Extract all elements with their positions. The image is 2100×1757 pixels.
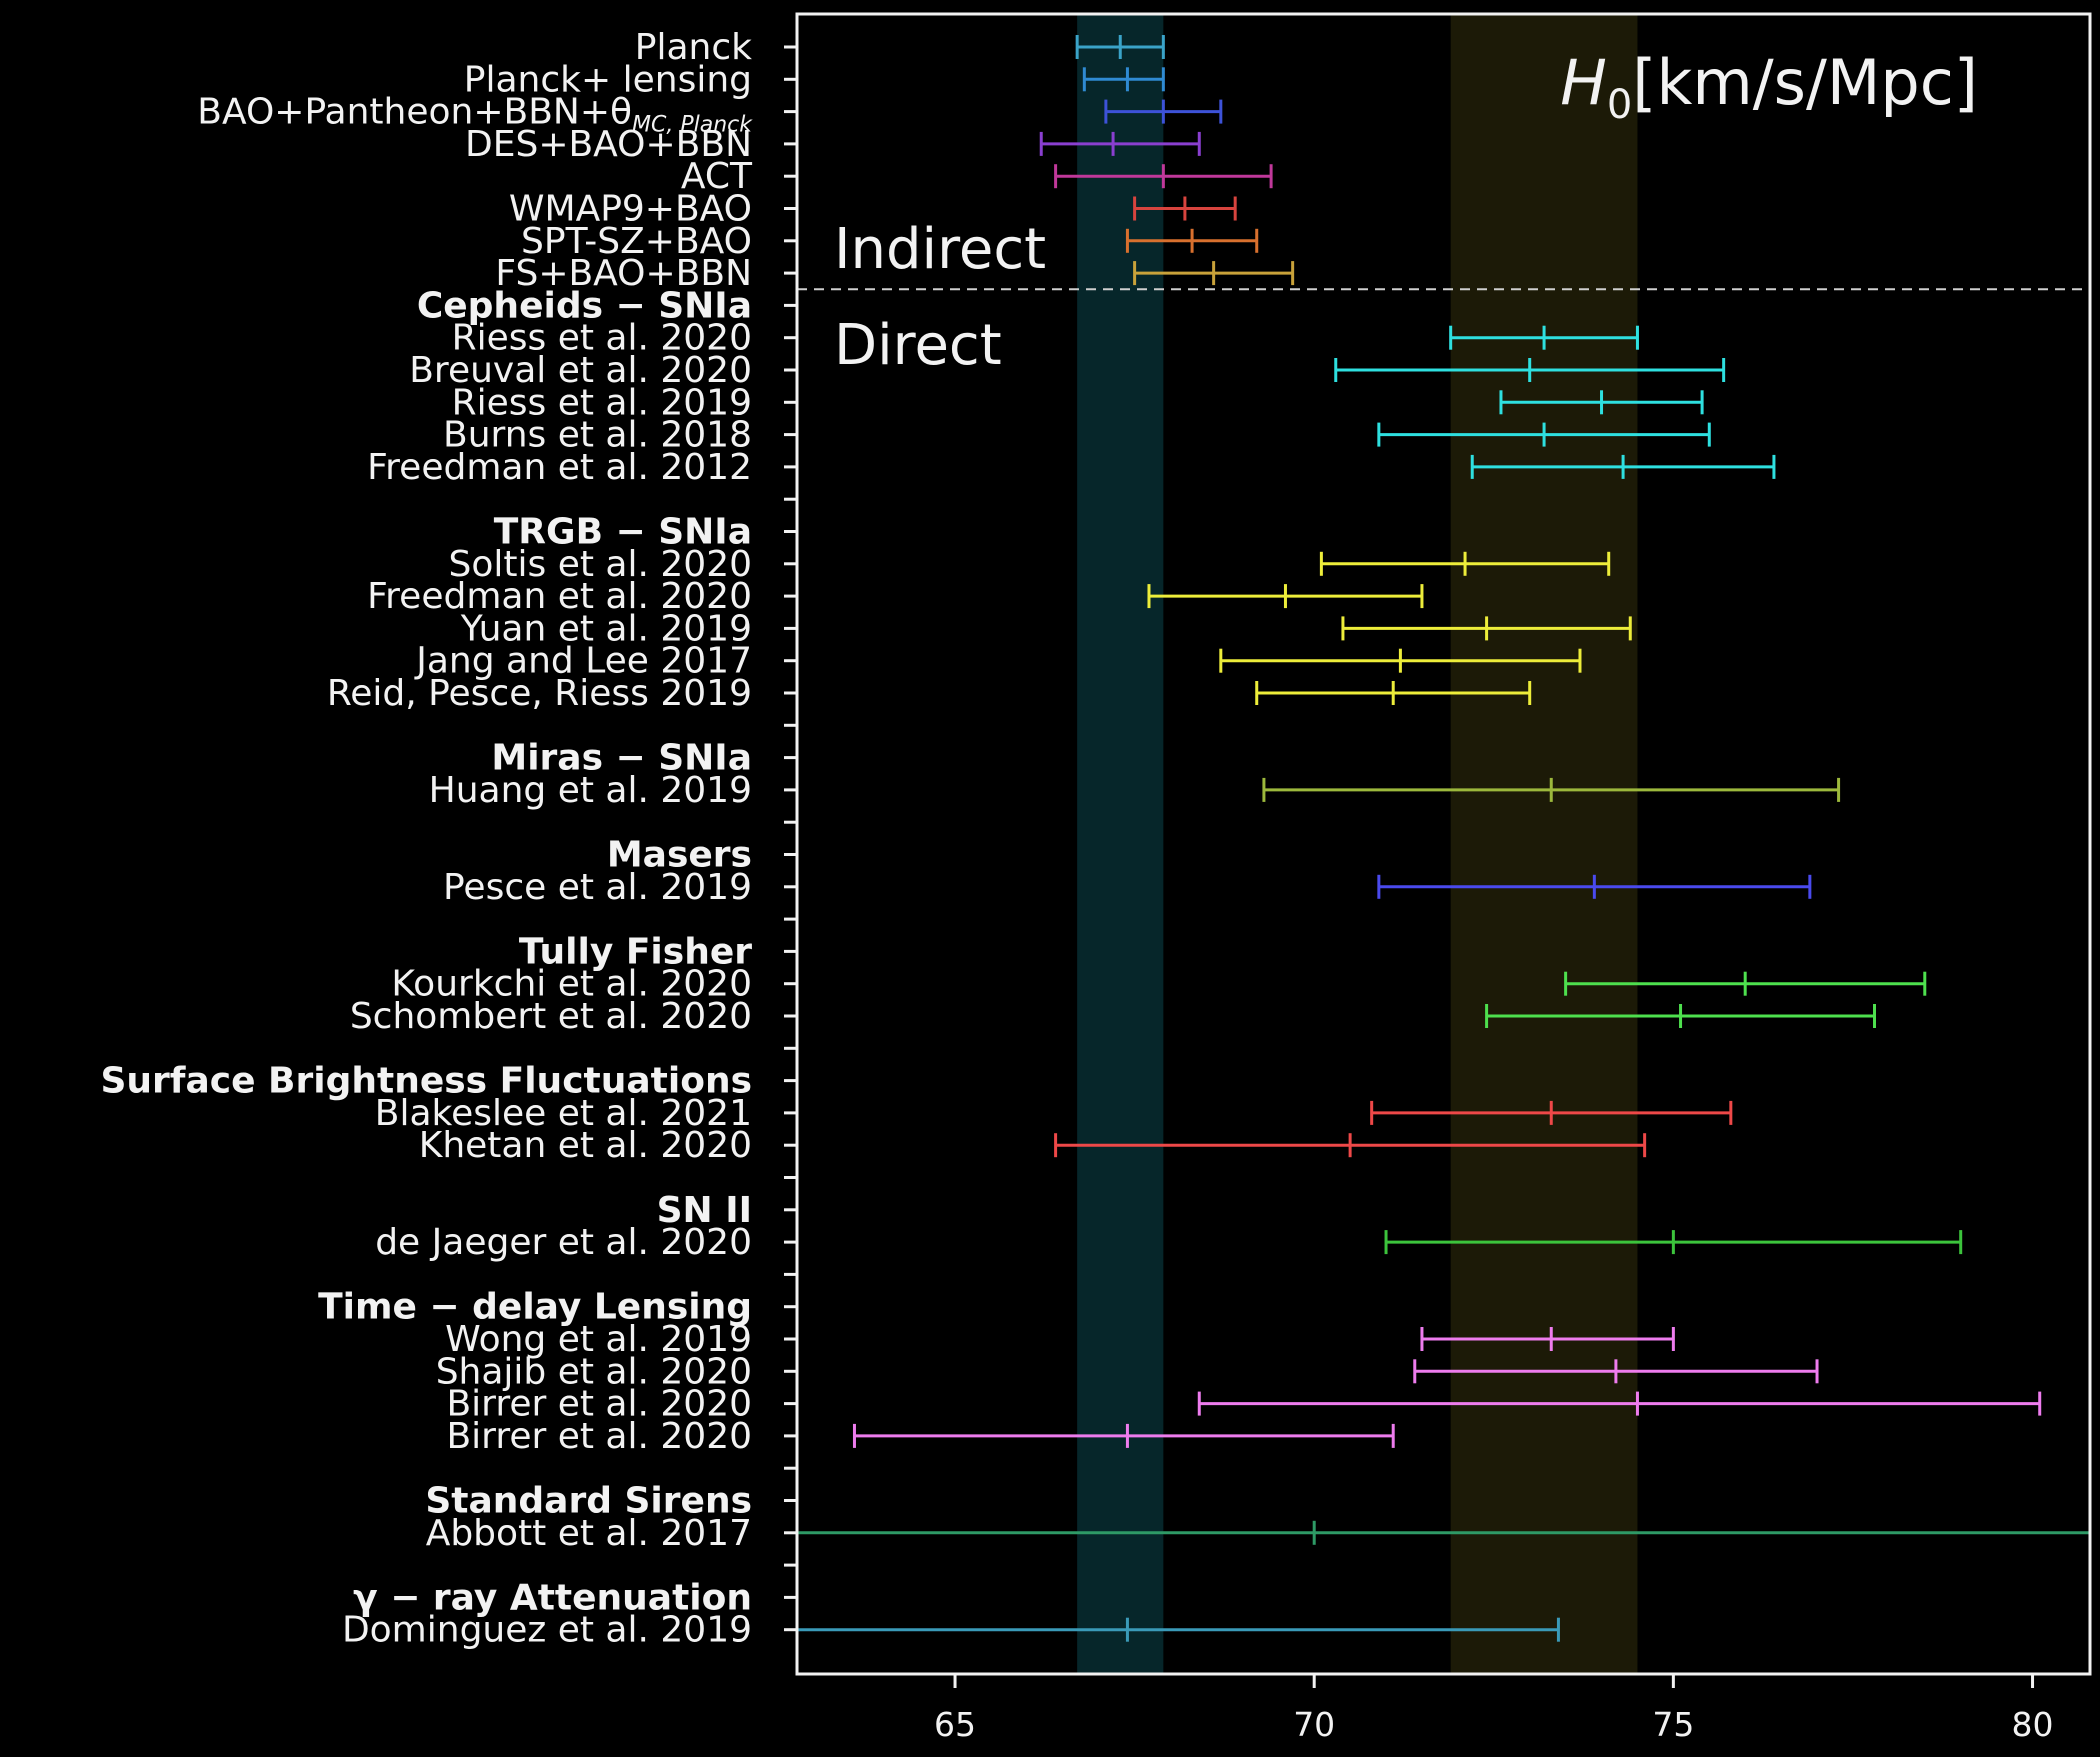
row-label: de Jaeger et al. 2020 bbox=[375, 1222, 752, 1263]
row-label: Freedman et al. 2012 bbox=[367, 447, 752, 488]
row-label: Breuval et al. 2020 bbox=[409, 350, 752, 391]
x-tick-label: 70 bbox=[1293, 1705, 1335, 1744]
row-label: Freedman et al. 2020 bbox=[367, 576, 752, 617]
x-tick-label: 80 bbox=[2012, 1705, 2054, 1744]
row-label: SPT-SZ+BAO bbox=[521, 221, 752, 262]
x-tick-label: 75 bbox=[1652, 1705, 1694, 1744]
region-label-direct: Direct bbox=[834, 313, 1002, 378]
group-header: Tully Fisher bbox=[519, 931, 752, 972]
chart-title: H0[km/s/Mpc] bbox=[1560, 46, 1978, 128]
group-header: Masers bbox=[607, 835, 752, 876]
group-header: γ − ray Attenuation bbox=[353, 1577, 752, 1618]
plot-frame bbox=[795, 12, 2092, 1676]
title-symbol: H bbox=[1560, 46, 1607, 119]
x-tick-label: 65 bbox=[934, 1705, 976, 1744]
highlight-band-0 bbox=[1077, 14, 1164, 1674]
row-label: Jang and Lee 2017 bbox=[414, 641, 752, 682]
row-label: Schombert et al. 2020 bbox=[350, 996, 752, 1037]
row-label-subscript: MC, Planck bbox=[632, 113, 753, 138]
group-header: Time − delay Lensing bbox=[318, 1287, 752, 1328]
row-label: WMAP9+BAO bbox=[509, 189, 752, 230]
row-label: ACT bbox=[681, 156, 753, 197]
row-label: Planck+ lensing bbox=[464, 59, 752, 100]
row-label: DES+BAO+BBN bbox=[465, 124, 752, 165]
row-label: Wong et al. 2019 bbox=[445, 1319, 752, 1360]
row-label: Abbott et al. 2017 bbox=[426, 1513, 752, 1554]
group-header: SN II bbox=[657, 1190, 752, 1231]
row-label: Reid, Pesce, Riess 2019 bbox=[327, 673, 752, 714]
group-header: Miras − SNIa bbox=[491, 738, 752, 779]
row-label: Kourkchi et al. 2020 bbox=[391, 964, 752, 1005]
row-label: Blakeslee et al. 2021 bbox=[375, 1093, 752, 1134]
row-label: Huang et al. 2019 bbox=[429, 770, 752, 811]
row-label: Burns et al. 2018 bbox=[443, 415, 752, 456]
row-label: Riess et al. 2019 bbox=[452, 382, 752, 423]
row-label: Birrer et al. 2020 bbox=[446, 1384, 752, 1425]
x-axis: 65 70 75 80 bbox=[934, 1674, 2054, 1744]
title-units: [km/s/Mpc] bbox=[1632, 46, 1978, 119]
row-label: Soltis et al. 2020 bbox=[449, 544, 752, 585]
row-label: Shajib et al. 2020 bbox=[436, 1351, 752, 1392]
highlight-bands bbox=[1077, 14, 1638, 1674]
row-label: Khetan et al. 2020 bbox=[419, 1125, 752, 1166]
row-label: Yuan et al. 2019 bbox=[460, 608, 752, 649]
group-header: Surface Brightness Fluctuations bbox=[101, 1061, 753, 1102]
group-header: TRGB − SNIa bbox=[494, 512, 752, 553]
row-label: Dominguez et al. 2019 bbox=[342, 1610, 752, 1651]
highlight-band-1 bbox=[1450, 14, 1638, 1674]
title-subscript: 0 bbox=[1607, 82, 1632, 128]
plot-border bbox=[795, 12, 2092, 1676]
row-label: Pesce et al. 2019 bbox=[443, 867, 752, 908]
region-label-indirect: Indirect bbox=[834, 217, 1046, 282]
group-header: Standard Sirens bbox=[425, 1481, 752, 1522]
row-label: FS+BAO+BBN bbox=[495, 253, 752, 294]
row-label: Planck bbox=[635, 27, 752, 68]
row-label: Riess et al. 2020 bbox=[452, 318, 752, 359]
row-label: Birrer et al. 2020 bbox=[446, 1416, 752, 1457]
group-header: Cepheids − SNIa bbox=[417, 285, 752, 326]
